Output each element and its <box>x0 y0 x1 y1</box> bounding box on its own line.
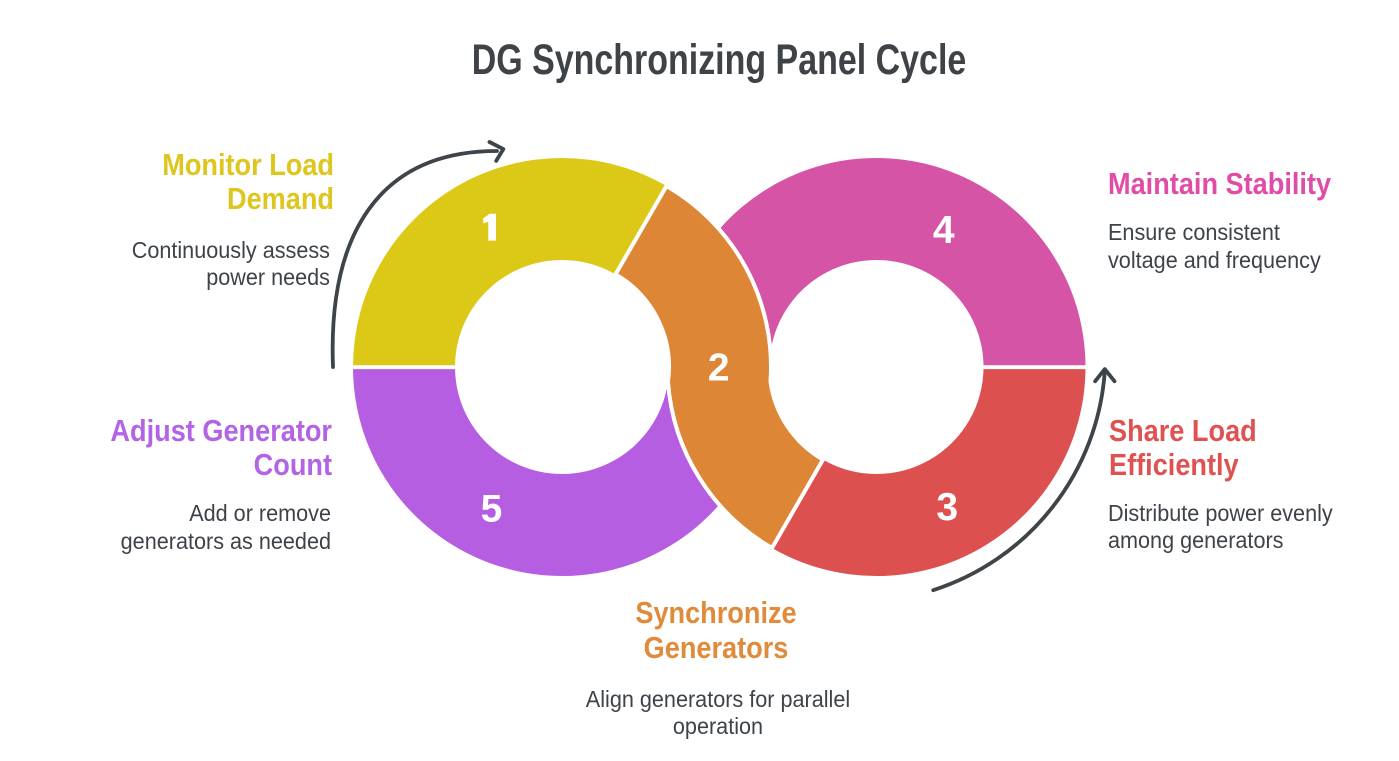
svg-text:4: 4 <box>933 209 955 252</box>
svg-text:3: 3 <box>936 486 958 529</box>
svg-text:5: 5 <box>481 487 503 530</box>
svg-text:2: 2 <box>708 347 730 390</box>
